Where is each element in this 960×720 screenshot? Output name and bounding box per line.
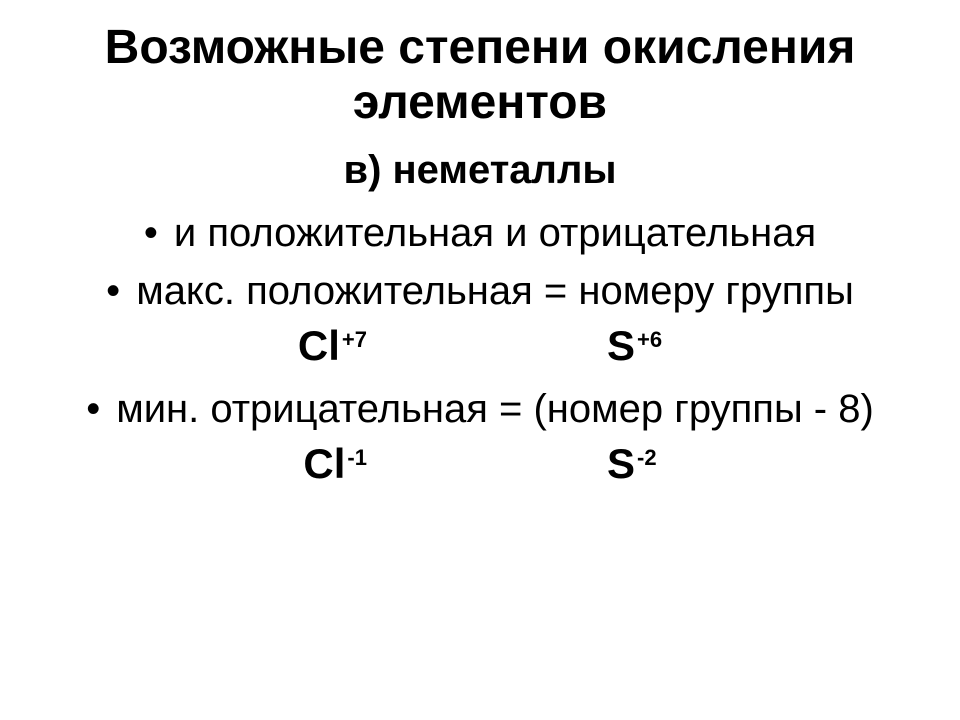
element-symbol: Cl	[298, 325, 340, 367]
bullet-text: макс. положительная = номеру группы	[136, 267, 854, 315]
element-symbol: S	[607, 325, 635, 367]
formula-cl-max: Cl +7	[298, 325, 367, 367]
formula-s-min: S -2	[607, 443, 657, 485]
bullet-dot-icon: •	[86, 385, 100, 433]
bullet-item: • мин. отрицательная = (номер группы - 8…	[40, 385, 920, 433]
bullet-item: • макс. положительная = номеру группы	[40, 267, 920, 315]
slide: Возможные степени окисления элементов в)…	[0, 0, 960, 720]
bullet-text: и положительная и отрицательная	[174, 209, 816, 257]
slide-title: Возможные степени окисления элементов	[40, 20, 920, 130]
element-symbol: Cl	[303, 443, 345, 485]
bullet-text: мин. отрицательная = (номер группы - 8)	[116, 385, 874, 433]
oxidation-state: -2	[637, 447, 657, 469]
formula-cl-min: Cl -1	[303, 443, 367, 485]
oxidation-state: +7	[342, 329, 367, 351]
element-symbol: S	[607, 443, 635, 485]
bullet-dot-icon: •	[106, 267, 120, 315]
formula-s-max: S +6	[607, 325, 662, 367]
slide-subtitle: в) неметаллы	[40, 148, 920, 193]
oxidation-state: +6	[637, 329, 662, 351]
formula-row-max: Cl +7 S +6	[40, 325, 920, 367]
formula-row-min: Cl -1 S -2	[40, 443, 920, 485]
bullet-item: • и положительная и отрицательная	[40, 209, 920, 257]
oxidation-state: -1	[347, 447, 367, 469]
bullet-dot-icon: •	[144, 209, 158, 257]
